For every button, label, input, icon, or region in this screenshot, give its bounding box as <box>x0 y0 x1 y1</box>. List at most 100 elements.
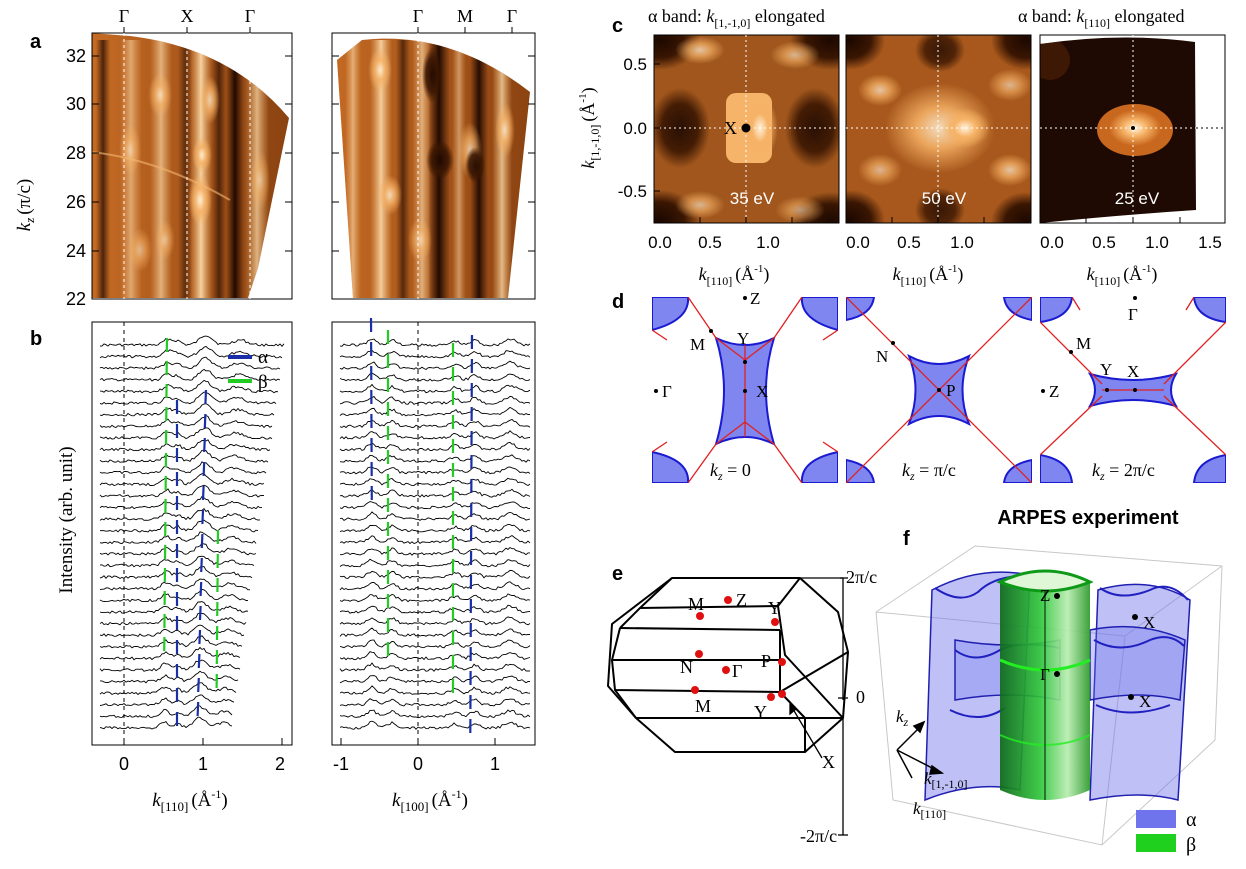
energy-label-25ev: 25 eV <box>1115 189 1160 208</box>
arpes-point-x2: X <box>1139 692 1151 711</box>
panel-c-xtick: 0.5 <box>1092 233 1116 252</box>
spectrum-curve <box>99 531 257 545</box>
bz-label-n: N <box>680 657 693 677</box>
spectrum-curve <box>99 335 285 348</box>
panel-a-ytick: 28 <box>66 143 86 163</box>
panel-f-title: ARPES experiment <box>997 507 1179 529</box>
panel-c-xtick: 0.0 <box>846 233 870 252</box>
spectrum-curve <box>99 439 271 452</box>
bz-label-p: P <box>761 651 771 671</box>
legend-alpha-label: α <box>1186 809 1197 831</box>
spectrum-curve <box>99 414 273 429</box>
spectrum-curve <box>99 391 277 405</box>
spectrum-curve <box>99 379 279 394</box>
axis-k2: k[110] <box>913 799 946 821</box>
spectrum-curve <box>99 473 265 487</box>
axis-k1: k[1,-1,0] <box>924 769 968 791</box>
panel-label-e: e <box>612 563 623 585</box>
spectrum-curve <box>339 383 531 394</box>
alpha-peak-mark <box>199 581 203 597</box>
spectrum-curve <box>99 601 249 614</box>
kz-label-0: 0 <box>856 687 865 707</box>
spectrum-curve <box>99 624 245 637</box>
panel-a-top-tick: Γ <box>245 6 255 26</box>
panel-c-xtick: 1.0 <box>756 233 780 252</box>
spectrum-curve <box>339 418 531 429</box>
panel-d-caption-kz0: kz = 0 <box>710 460 751 483</box>
spectrum-curve <box>339 651 531 661</box>
spectrum-curve <box>339 569 531 579</box>
spectrum-curve <box>339 360 531 371</box>
panel-c-xlabel: k[110] (Å-1) <box>699 263 770 288</box>
panel-d-caption-kz-pi: kz = π/c <box>902 460 956 483</box>
panel-b-legend: α β <box>228 347 268 393</box>
point-y: Y <box>1100 360 1112 379</box>
spectrum-curve <box>99 588 249 603</box>
panel-label-a: a <box>30 31 42 53</box>
panel-c-title-right: α band: k[110] elongated <box>1018 6 1184 30</box>
panel-b-right-xtick: -1 <box>333 754 349 774</box>
point-x-marker <box>1131 126 1135 130</box>
panel-b: b 0 1 2 -1 0 1 k[110] (Å-1) k[100] (Å-1) I… <box>30 317 536 814</box>
panel-b-left-xtick: 1 <box>198 754 208 774</box>
panel-c-xlabel: k[110] (Å-1) <box>893 263 964 288</box>
panel-c-ytick: -0.5 <box>618 182 647 201</box>
bz-label-z: Z <box>736 590 747 610</box>
panel-b-left-frame <box>91 321 293 746</box>
spectrum-curve <box>99 495 262 510</box>
arpes-axes <box>896 720 945 779</box>
bz-label-x: X <box>822 752 835 772</box>
spectrum-curve <box>339 720 531 730</box>
point-z: Z <box>750 289 760 308</box>
alpha-peak-mark <box>204 389 208 405</box>
point-m: M <box>1076 334 1091 353</box>
bz-label-y: Y <box>768 598 781 618</box>
panel-c-ytick: 0.0 <box>623 119 647 138</box>
panel-a-ytick: 30 <box>66 94 86 114</box>
point-gamma: Γ <box>1128 305 1138 324</box>
alpha-peak-mark <box>197 677 200 693</box>
spectrum-curve <box>339 338 531 347</box>
bz-label-m: M <box>688 594 704 614</box>
spectrum-curve <box>339 675 531 684</box>
spectrum-curve <box>339 685 531 695</box>
panel-a-left-frame <box>91 32 293 300</box>
spectrum-curve <box>99 507 261 521</box>
alpha-peak-mark <box>196 701 200 717</box>
spectrum-curve <box>339 477 531 487</box>
energy-label-35ev: 35 eV <box>730 189 775 208</box>
bz-point-y2 <box>767 693 775 701</box>
panel-c-xtick: 1.0 <box>950 233 974 252</box>
spectrum-curve <box>99 704 233 718</box>
panel-a-ytick: 32 <box>66 46 86 66</box>
point-p: P <box>946 381 955 400</box>
spectrum-curve <box>99 356 281 371</box>
spectrum-curve <box>339 627 531 637</box>
bz-point-n <box>695 650 703 658</box>
panel-c-xtick: 0.0 <box>648 233 672 252</box>
panel-a-ytick: 22 <box>66 289 86 309</box>
spectrum-curve <box>100 670 239 684</box>
panel-a-top-tick: M <box>457 6 473 26</box>
bz-point-x <box>778 690 786 698</box>
spectrum-curve <box>339 501 531 510</box>
alpha-peak-mark <box>200 533 204 549</box>
alpha-peak-mark <box>201 509 205 525</box>
spectrum-curve <box>99 635 243 649</box>
panel-c-xtick: 1.5 <box>1198 233 1222 252</box>
spectrum-curve <box>99 461 267 475</box>
spectrum-curve <box>99 578 251 591</box>
alpha-peak-mark <box>201 485 205 501</box>
bz-point-z <box>724 596 732 604</box>
point-m: M <box>690 335 705 354</box>
panel-a-top-tick: Γ <box>507 6 517 26</box>
panel-label-c: c <box>612 15 623 37</box>
alpha-peak-mark <box>203 413 207 429</box>
brillouin-zone-polyhedron <box>607 577 849 753</box>
panel-b-left-xtick: 2 <box>275 754 285 774</box>
point-x: X <box>756 382 768 401</box>
kz-label-2pi: 2π/c <box>846 567 877 587</box>
panel-a-ytick: 26 <box>66 192 86 212</box>
arpes-point-z: Z <box>1040 586 1050 605</box>
